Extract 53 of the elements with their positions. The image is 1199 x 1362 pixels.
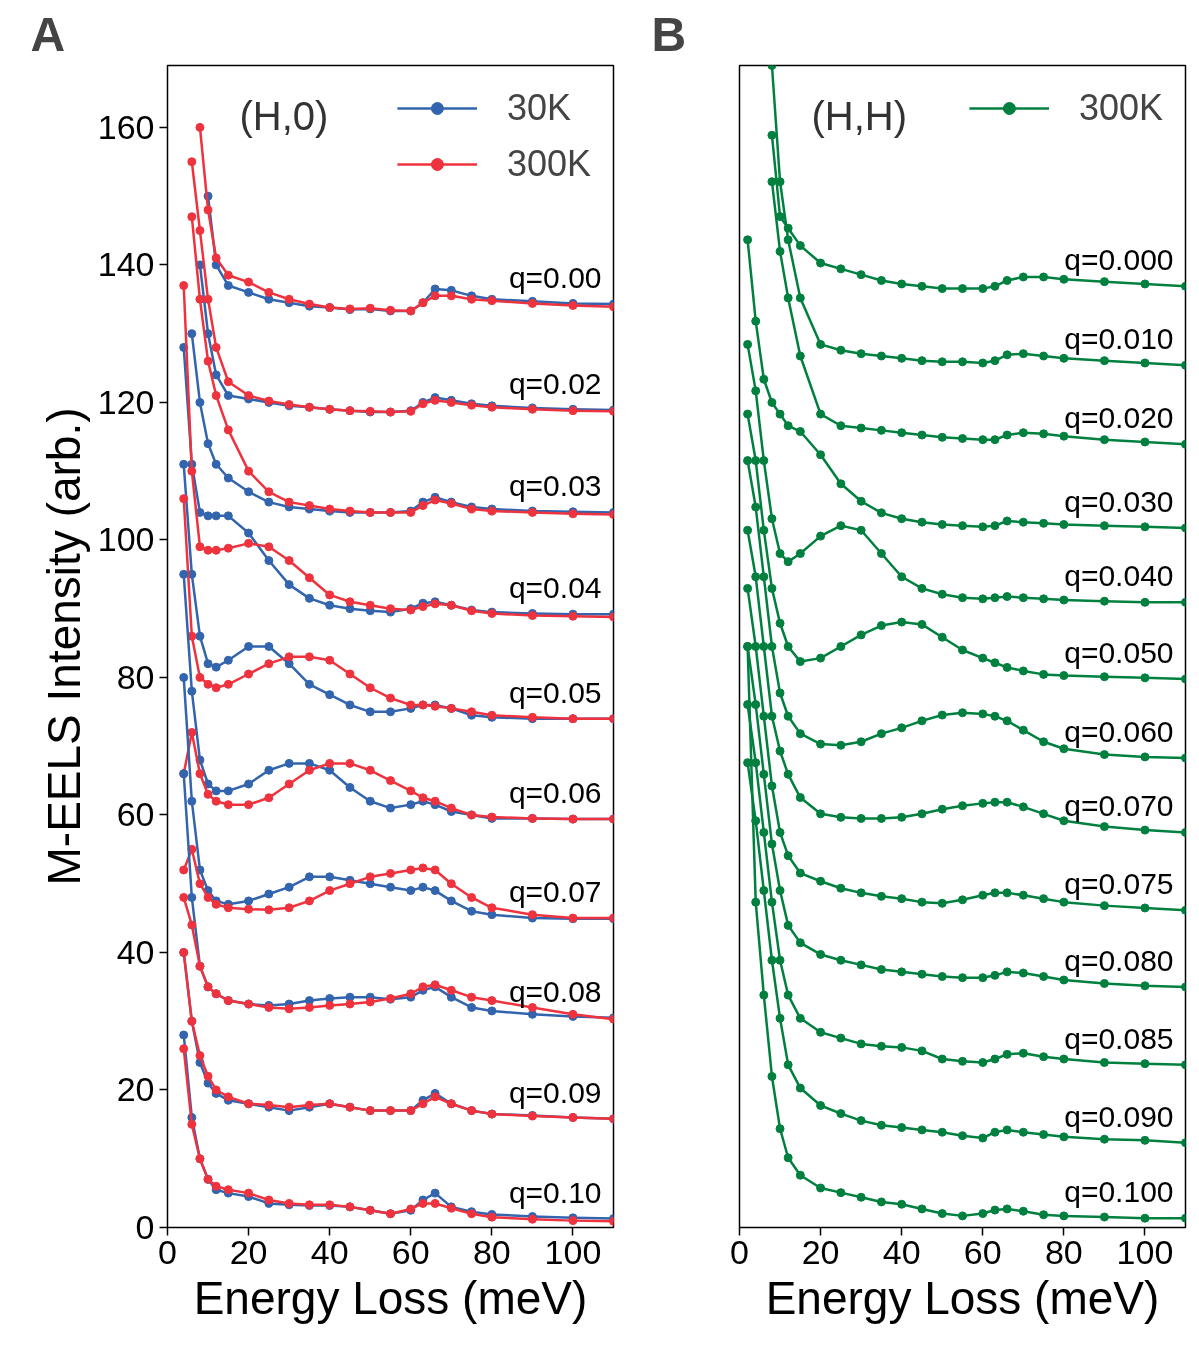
- annotation: q=0.085: [1064, 1021, 1174, 1055]
- annotation: q=0.075: [1064, 867, 1174, 901]
- annotation: q=0.03: [508, 469, 602, 503]
- x-tick-label: 60: [963, 1232, 1002, 1271]
- x-tick-label: 100: [544, 1232, 602, 1271]
- x-tick-label: 80: [472, 1232, 511, 1271]
- x-tick-label: 0: [730, 1232, 749, 1271]
- legend-label: 300K: [506, 143, 591, 185]
- y-tick-label: 80: [116, 657, 155, 696]
- y-tick-label: 40: [116, 932, 155, 971]
- x-tick-label: 80: [1044, 1232, 1083, 1271]
- annotation: q=0.04: [508, 571, 602, 605]
- annotation: q=0.010: [1064, 322, 1174, 356]
- x-axis-title: Energy Loss (meV): [193, 1271, 588, 1324]
- x-tick-label: 20: [229, 1232, 268, 1271]
- annotation: (H,H): [811, 93, 908, 138]
- chart-title: B: [651, 7, 687, 61]
- y-tick-label: 60: [116, 795, 155, 834]
- x-tick-label: 20: [801, 1232, 840, 1271]
- annotation: q=0.050: [1064, 636, 1174, 670]
- annotation: q=0.030: [1064, 484, 1174, 518]
- annotation: (H,0): [239, 93, 329, 138]
- y-tick-label: 120: [97, 382, 155, 421]
- y-axis-title: M-EELS Intensity (arb.): [37, 407, 90, 886]
- x-tick-label: 40: [882, 1232, 921, 1271]
- annotation: q=0.02: [508, 366, 602, 400]
- annotation: q=0.040: [1064, 559, 1174, 593]
- x-axis-title: Energy Loss (meV): [765, 1271, 1160, 1324]
- annotation: q=0.10: [508, 1175, 602, 1209]
- annotation: q=0.09: [508, 1075, 602, 1109]
- y-tick-label: 0: [135, 1208, 155, 1246]
- annotation: q=0.06: [508, 776, 602, 810]
- annotation: q=0.08: [508, 974, 602, 1008]
- annotation: q=0.00: [508, 261, 602, 295]
- chart-title: A: [30, 7, 66, 61]
- y-tick-label: 160: [97, 107, 155, 146]
- legend-label: 300K: [1078, 87, 1163, 129]
- annotation: q=0.020: [1064, 401, 1174, 435]
- annotation: q=0.080: [1064, 943, 1174, 977]
- annotation: q=0.060: [1064, 715, 1174, 749]
- y-tick-label: 140: [97, 245, 155, 284]
- annotation: q=0.000: [1064, 243, 1174, 277]
- y-tick-label: 100: [97, 520, 155, 559]
- annotation: q=0.100: [1064, 1175, 1174, 1209]
- y-tick-label: 20: [116, 1070, 155, 1109]
- annotation: q=0.07: [508, 875, 602, 909]
- annotation: q=0.070: [1064, 789, 1174, 823]
- annotation: q=0.090: [1064, 1099, 1174, 1133]
- x-tick-label: 60: [391, 1232, 430, 1271]
- x-tick-label: 40: [310, 1232, 349, 1271]
- annotation: q=0.05: [508, 675, 602, 709]
- x-tick-label: 100: [1116, 1232, 1174, 1271]
- legend-label: 30K: [506, 87, 571, 129]
